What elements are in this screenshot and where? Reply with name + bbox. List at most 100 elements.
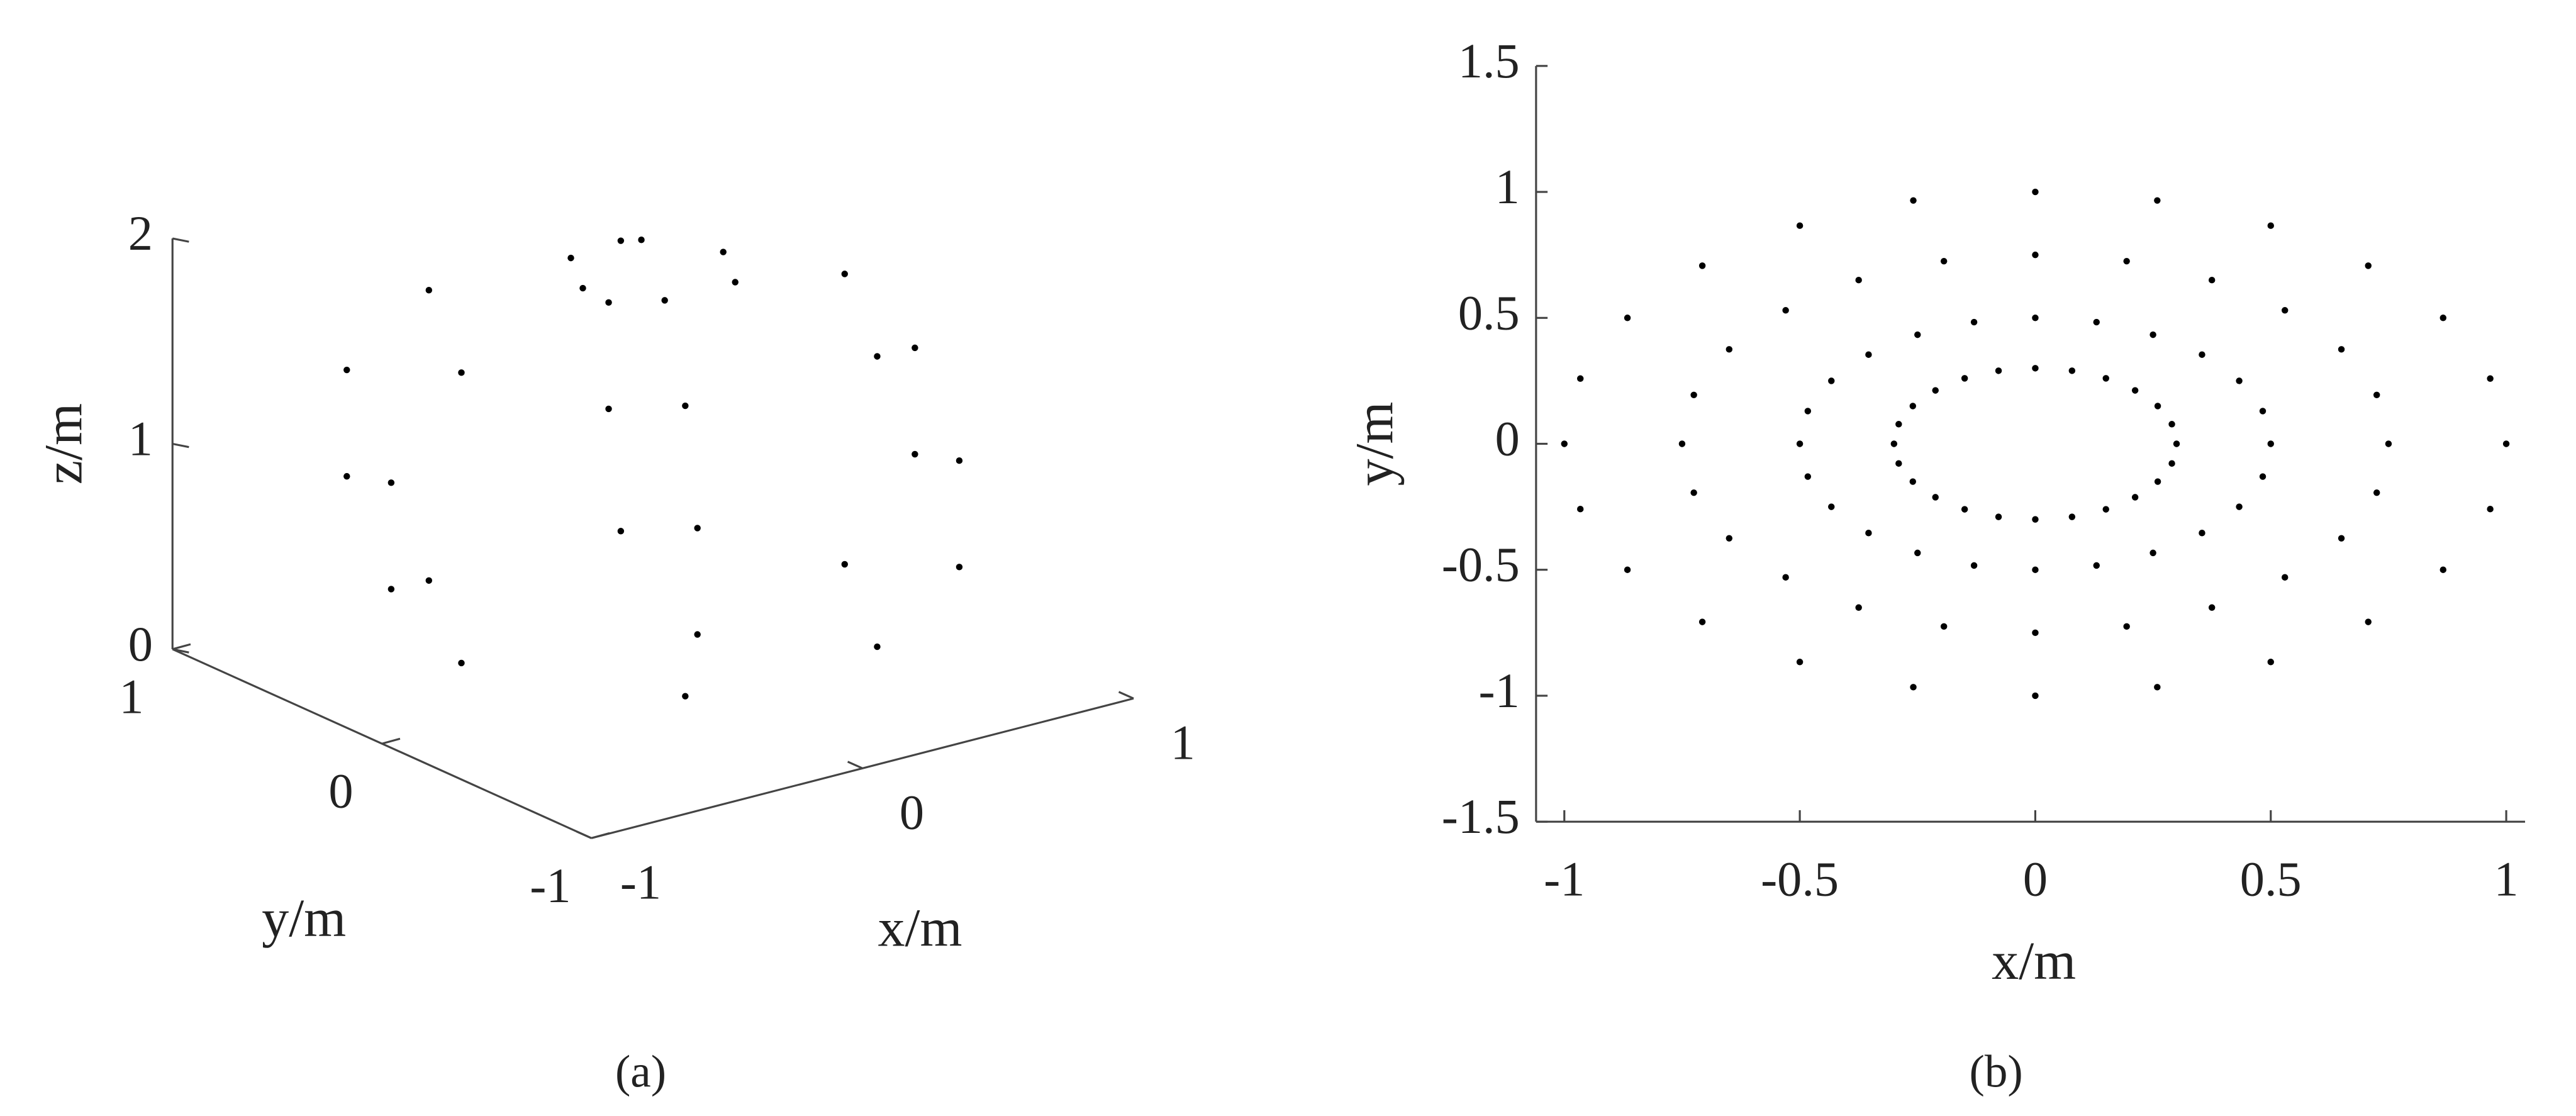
point [2149,549,2156,557]
point [1940,257,1948,265]
z-tick-label: 1 [128,411,153,466]
point [458,659,465,667]
point [2093,318,2100,326]
point [388,479,395,486]
point [2487,375,2494,382]
point [1910,197,1917,204]
x-tick-label: 0.5 [2240,851,2302,906]
point [682,693,689,700]
point [874,353,881,360]
point [1914,331,1921,338]
point [1726,346,1733,353]
point [567,254,574,262]
point [841,271,848,277]
point [425,287,433,294]
point [1895,421,1902,428]
y-tick [381,737,401,745]
y-tick-label: 1.5 [1458,33,1520,88]
point [2123,257,2130,265]
x-axis-line [591,697,1134,839]
point [2168,421,2175,428]
point [2032,692,2039,700]
x-tick [847,761,863,769]
y-tick-label: -1.5 [1442,789,1520,844]
point [2385,440,2392,447]
y-axis-title: y/m [262,888,346,948]
y-tick-label: -0.5 [1442,537,1520,592]
point [2373,391,2380,399]
point [2068,367,2076,374]
point [1914,549,1921,557]
point [2439,566,2446,573]
z-tick [172,442,189,449]
point [605,299,612,306]
point [1690,391,1697,399]
point [1624,315,1631,321]
point [1865,530,1872,537]
point [458,369,465,376]
point [1995,513,2002,520]
point [1726,535,1733,542]
point [2282,307,2289,314]
point [343,472,350,480]
point [1865,351,1872,358]
point [1561,440,1568,447]
point [1828,377,1835,384]
point [605,405,612,413]
point [2236,377,2243,384]
point [2338,346,2345,353]
x-tick-label: 0 [2023,851,2048,906]
point [1624,566,1631,573]
point [720,248,727,255]
point [343,366,350,374]
point [956,457,963,464]
x-tick-label: 1 [2494,851,2519,906]
caption: (a) [615,1046,666,1097]
point [1698,618,1706,625]
point [2267,440,2274,447]
point [1895,460,1902,467]
point [1678,440,1686,447]
point [1961,506,1968,513]
point [732,279,739,286]
point [1932,494,1939,501]
point [2032,566,2039,573]
point [1690,489,1697,496]
point [2338,535,2345,542]
point [2068,513,2076,520]
z-axis-title: z/m [33,403,93,484]
point [2259,473,2267,480]
point [2208,276,2216,284]
point [1909,403,1917,410]
point [2154,478,2161,485]
point [1932,387,1939,394]
point [1804,408,1812,415]
point [2093,562,2100,569]
y-tick-label: 1 [119,669,143,724]
point [2236,503,2243,510]
point [2102,506,2109,513]
point [956,564,963,571]
point [579,284,586,292]
point [2154,403,2161,410]
point [638,237,645,243]
x-tick [576,830,592,839]
point [2131,494,2139,501]
point [1796,659,1804,666]
point [2267,222,2274,229]
y-axis-title: y/m [1344,401,1405,486]
point [1855,276,1862,284]
point [2032,516,2039,523]
point [2173,440,2180,447]
point [2149,331,2156,338]
point [2439,315,2446,321]
point [1961,375,1968,382]
point [912,344,918,352]
point [1698,262,1706,269]
point [1890,440,1898,447]
point [388,586,395,593]
point [2123,623,2130,630]
y-tick-label: 0 [1495,411,1520,466]
